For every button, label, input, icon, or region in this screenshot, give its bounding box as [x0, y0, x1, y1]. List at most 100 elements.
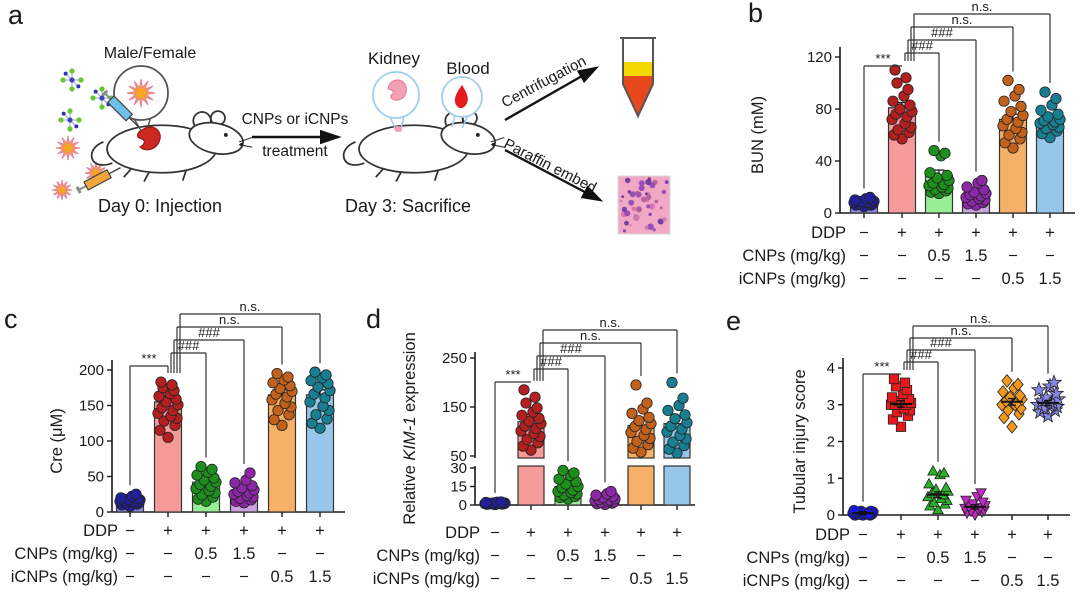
- data-point: [930, 483, 942, 494]
- data-point: [268, 414, 280, 426]
- x-row-value: +: [934, 224, 944, 242]
- centrifugation-label: Centrifugation: [499, 53, 589, 112]
- data-point: [271, 367, 283, 380]
- x-row-value: −: [490, 570, 500, 588]
- x-row-value: 1.5: [964, 549, 987, 567]
- y-tick-label: 2: [827, 434, 835, 451]
- x-row-value: −: [526, 570, 536, 588]
- x-row-value: −: [163, 568, 173, 586]
- x-row-value: −: [125, 545, 135, 563]
- x-row-value: 0.5: [928, 247, 951, 265]
- x-row-value: −: [563, 570, 573, 588]
- x-row-value: −: [125, 568, 135, 586]
- x-row-value: −: [1043, 549, 1053, 567]
- data-point: [888, 373, 900, 385]
- x-row-label: CNPs (mg/kg): [746, 549, 850, 567]
- centrifuge-tube-icon: [620, 37, 656, 119]
- x-row-value: −: [526, 547, 536, 565]
- data-point: [195, 460, 207, 473]
- x-row-value: +: [1043, 526, 1053, 544]
- data-point: [892, 124, 904, 136]
- data-point: [977, 497, 989, 509]
- significance-label: ###: [560, 341, 582, 356]
- data-point: [975, 488, 987, 499]
- x-row-value: 0.5: [195, 545, 218, 563]
- data-point: [1039, 86, 1051, 98]
- y-tick-label: 120: [807, 49, 832, 66]
- x-row-value: −: [858, 572, 868, 590]
- y-tick-label: 30: [450, 460, 467, 477]
- nanoparticle-star-icon: [126, 78, 156, 108]
- data-point: [939, 147, 951, 159]
- data-point: [923, 477, 935, 489]
- significance-label: n.s.: [951, 323, 972, 338]
- y-tick-label: 15: [450, 479, 467, 496]
- significance-label: n.s.: [219, 312, 240, 327]
- data-point: [902, 83, 914, 96]
- workflow-diagram: Male/Female Day 0: Injection CNPs or iCN…: [51, 37, 671, 235]
- x-row-value: +: [1045, 224, 1055, 242]
- data-point: [320, 369, 332, 381]
- data-point: [518, 384, 530, 396]
- data-point: [1007, 142, 1019, 154]
- significance-label: ###: [931, 25, 953, 40]
- x-row-value: −: [858, 526, 868, 544]
- x-row-value: 0.5: [557, 547, 580, 565]
- data-point: [1030, 381, 1048, 398]
- data-point: [895, 421, 907, 432]
- data-point: [643, 411, 655, 423]
- data-point: [998, 95, 1010, 107]
- significance-label: ###: [910, 347, 932, 362]
- significance-label: ***: [875, 51, 890, 66]
- y-axis-label: Cre (μM): [48, 408, 66, 473]
- day3-label: Day 3: Sacrifice: [345, 196, 471, 216]
- bar: [663, 465, 691, 506]
- data-point: [904, 99, 916, 111]
- data-point: [244, 467, 256, 479]
- x-row-value: 0.5: [1002, 270, 1025, 288]
- y-tick-label: 250: [442, 350, 467, 367]
- data-point: [679, 409, 691, 421]
- data-point: [130, 488, 142, 500]
- x-row-label: iCNPs (mg/kg): [739, 270, 846, 288]
- x-row-value: −: [934, 270, 944, 288]
- data-point: [960, 495, 972, 507]
- y-tick-label: 80: [815, 101, 832, 118]
- data-point: [1047, 385, 1065, 401]
- data-point: [900, 72, 912, 84]
- significance-label: ***: [505, 367, 520, 382]
- nanoparticle-star-icon: [55, 135, 81, 161]
- data-point: [1004, 390, 1016, 405]
- data-point: [568, 467, 580, 479]
- paraffin-arrow: [504, 148, 604, 202]
- y-tick-label: 1: [827, 470, 835, 487]
- x-row-label: DDP: [815, 526, 850, 544]
- data-point: [932, 503, 944, 515]
- x-row-value: +: [163, 522, 173, 540]
- x-row-value: +: [600, 524, 610, 542]
- x-row-value: +: [897, 224, 907, 242]
- x-row-value: +: [672, 524, 682, 542]
- data-point: [641, 397, 653, 409]
- x-row-value: +: [239, 522, 249, 540]
- data-point: [894, 103, 906, 115]
- y-tick-label: 200: [79, 362, 104, 379]
- significance-label: n.s.: [600, 315, 621, 330]
- data-point: [889, 64, 901, 76]
- data-point: [887, 95, 899, 107]
- y-tick-label: 50: [87, 469, 104, 486]
- x-row-value: −: [163, 545, 173, 563]
- kidney-icon: [137, 126, 161, 151]
- x-row-value: −: [239, 568, 249, 586]
- data-point: [927, 464, 939, 476]
- data-point: [229, 477, 241, 489]
- syringe-icon: [75, 167, 121, 194]
- x-row-value: +: [526, 524, 536, 542]
- y-tick-label: 0: [96, 504, 104, 521]
- x-row-value: +: [277, 522, 287, 540]
- data-point: [886, 392, 898, 403]
- data-point: [529, 391, 541, 403]
- x-row-value: 1.5: [1037, 572, 1060, 590]
- x-row-value: +: [896, 526, 906, 544]
